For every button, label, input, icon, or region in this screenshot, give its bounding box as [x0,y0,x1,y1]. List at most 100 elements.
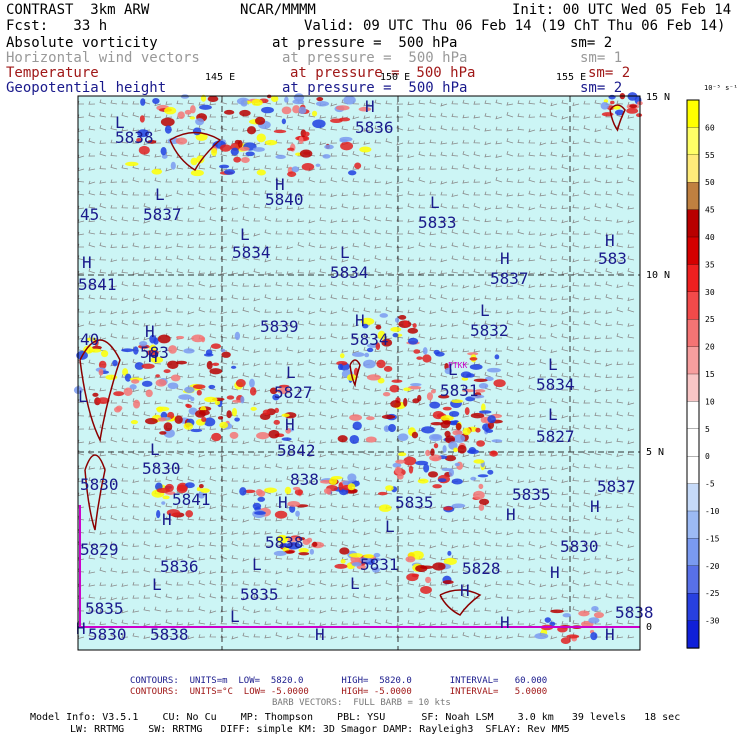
wind-barb [517,388,525,393]
wind-barb [583,542,591,547]
wind-barb [627,374,635,379]
wind-barb [264,229,272,235]
wind-barb [132,490,140,495]
wind-barb [165,451,173,456]
wind-barb [363,531,371,536]
wind-barb [110,436,118,443]
wind-barb [495,245,503,249]
wind-barb [286,346,294,352]
wind-barb [209,505,217,510]
wind-barb [242,307,250,313]
wind-barb [517,399,525,404]
wind-barb [451,385,459,391]
wind-barb [539,373,547,378]
wind-barb [143,517,151,521]
wind-barb [506,320,514,326]
wind-barb [528,284,536,289]
vorticity-cell [392,332,399,338]
wind-barb [627,176,635,183]
wind-barb [286,139,294,144]
wind-barb [539,203,547,209]
wind-barb [308,596,316,600]
wind-barb [550,373,558,378]
wind-barb [616,179,624,184]
wind-barb [484,206,492,211]
wind-barb [440,151,448,157]
height-value: 5830 [142,459,181,478]
wind-barb [220,531,228,535]
wind-barb [88,137,96,144]
vorticity-cell [163,369,171,374]
wind-barb [539,216,547,222]
wind-barb [517,452,525,457]
vorticity-cell [427,471,439,478]
vorticity-cell [256,169,266,176]
vorticity-cell [610,100,615,105]
wind-barb [121,310,129,314]
wind-barb [440,401,448,406]
wind-barb [352,166,360,170]
wind-barb [275,218,283,222]
wind-barb [132,450,140,456]
vorticity-cell [629,104,638,109]
wind-barb [440,515,448,521]
wind-barb [385,374,393,378]
wind-barb [165,101,173,105]
wind-barb [187,437,195,443]
vorticity-field [73,92,643,645]
wind-barb [572,346,580,352]
wind-barb [99,322,107,327]
wind-barb [176,465,184,470]
valid-time: Valid: 09 UTC Thu 06 Feb 14 (19 ChT Thu … [304,18,726,34]
wind-barb [594,203,602,209]
wind-barb [297,282,305,287]
vorticity-cell [420,586,432,594]
wind-barb [110,425,118,430]
vorticity-cell [155,379,167,387]
wind-barb [484,112,492,118]
wind-barb [407,490,415,495]
field-name-geopotential: Geopotential height [6,80,167,96]
wind-barb [616,333,624,339]
wind-barb [341,258,349,263]
colorbar-swatch [686,264,700,293]
wind-barb [154,622,162,626]
vorticity-cell [578,610,590,617]
wind-barb [99,202,107,209]
height-value: 5834 [350,330,389,349]
vorticity-cell [254,116,266,125]
wind-barb [539,295,547,300]
vorticity-cell [339,139,348,143]
wind-barb [528,165,536,170]
wind-barb [429,347,437,352]
vorticity-cell [309,548,315,555]
wind-barb [341,635,349,640]
wind-barb [462,529,470,534]
wind-barb [605,267,613,274]
wind-barb [297,531,305,535]
wind-barb [275,296,283,300]
wind-barb [308,607,316,612]
wind-barb [253,166,261,171]
wind-barb [231,531,239,535]
wind-barb [495,372,503,378]
wind-barb [110,258,118,263]
wind-barb [242,323,250,328]
vorticity-cell [312,119,326,129]
lat-lon-grid [78,96,640,650]
wind-barb [363,593,371,599]
wind-barb [407,177,415,183]
wind-barb [352,568,360,573]
wind-barb [330,517,338,522]
vorticity-cell [470,412,485,419]
wind-barb [440,191,448,196]
wind-barb [132,543,140,547]
wind-barb [506,219,514,223]
wind-barb [462,593,470,599]
wind-barb [220,333,228,339]
height-value: 5838 [150,625,189,644]
wind-barb [198,362,206,367]
wind-barb [308,204,316,209]
height-center-mark: L [155,185,165,204]
wind-barb [264,542,272,547]
